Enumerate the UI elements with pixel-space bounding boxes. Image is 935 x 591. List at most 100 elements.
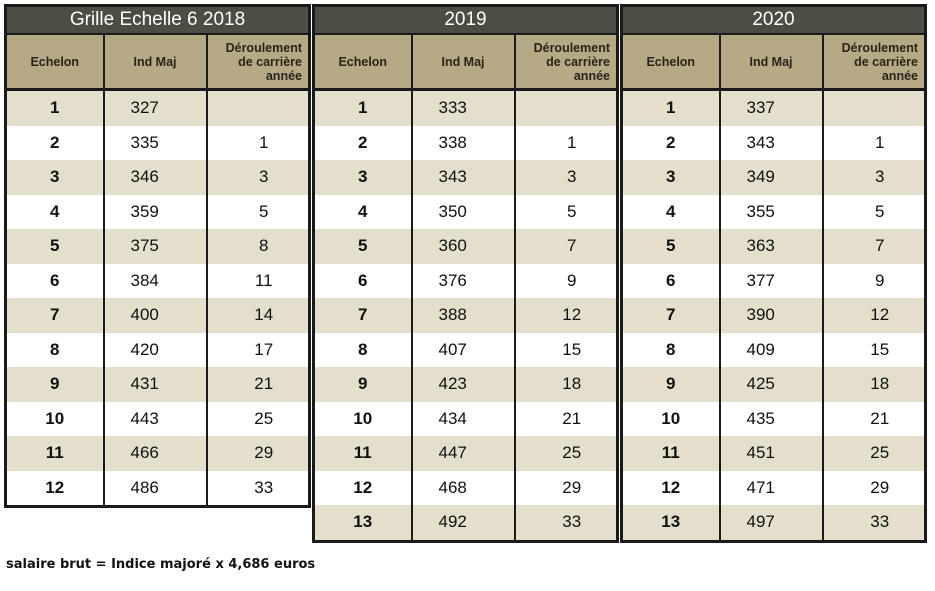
echelon-cell: 1 bbox=[313, 89, 412, 126]
deroulement-cell: 18 bbox=[513, 367, 618, 402]
echelon-cell: 11 bbox=[5, 436, 104, 471]
echelon-cell: 10 bbox=[313, 401, 412, 436]
echelon-cell: 2 bbox=[313, 125, 412, 160]
deroulement-cell: 33 bbox=[513, 505, 618, 541]
table-row: 8 407 15 bbox=[313, 332, 618, 367]
deroulement-cell: 3 bbox=[205, 160, 310, 195]
table-row: 8 409 15 bbox=[621, 332, 926, 367]
echelon-cell: 9 bbox=[313, 367, 412, 402]
table-row: 3 349 3 bbox=[621, 160, 926, 195]
grid-table-2019: 2019 Echelon Ind Maj Déroulement de carr… bbox=[312, 4, 619, 543]
echelon-cell: 9 bbox=[5, 367, 104, 402]
ind-maj-cell: 390 bbox=[718, 298, 823, 333]
table-row: 7 390 12 bbox=[621, 298, 926, 333]
table-row: 1 337 bbox=[621, 89, 926, 126]
echelon-cell: 12 bbox=[313, 470, 412, 505]
deroulement-cell: 3 bbox=[513, 160, 618, 195]
table-row: 11 451 25 bbox=[621, 436, 926, 471]
ind-maj-cell: 451 bbox=[718, 436, 823, 471]
ind-maj-cell: 359 bbox=[102, 194, 207, 229]
table-row: 4 355 5 bbox=[621, 194, 926, 229]
deroulement-cell: 21 bbox=[205, 367, 310, 402]
deroulement-cell: 3 bbox=[821, 160, 926, 195]
ind-maj-cell: 407 bbox=[410, 332, 515, 367]
table-row: 5 375 8 bbox=[5, 229, 310, 264]
deroulement-cell: 7 bbox=[821, 229, 926, 264]
ind-maj-cell: 434 bbox=[410, 401, 515, 436]
table-row: 6 377 9 bbox=[621, 263, 926, 298]
ind-maj-cell: 471 bbox=[718, 470, 823, 505]
deroulement-cell: 1 bbox=[205, 125, 310, 160]
ind-maj-cell: 388 bbox=[410, 298, 515, 333]
table-row: 10 435 21 bbox=[621, 401, 926, 436]
echelon-cell: 11 bbox=[621, 436, 720, 471]
ind-maj-cell: 333 bbox=[410, 89, 515, 126]
deroulement-cell: 29 bbox=[821, 470, 926, 505]
deroulement-cell: 15 bbox=[821, 332, 926, 367]
table-row: 7 388 12 bbox=[313, 298, 618, 333]
echelon-cell: 13 bbox=[313, 505, 412, 541]
table-row: 5 360 7 bbox=[313, 229, 618, 264]
deroulement-cell: 29 bbox=[513, 470, 618, 505]
deroulement-cell: 21 bbox=[821, 401, 926, 436]
deroulement-cell: 25 bbox=[821, 436, 926, 471]
ind-maj-cell: 384 bbox=[102, 263, 207, 298]
deroulement-cell: 18 bbox=[821, 367, 926, 402]
table-row: 6 376 9 bbox=[313, 263, 618, 298]
deroulement-cell: 5 bbox=[821, 194, 926, 229]
echelon-cell: 3 bbox=[313, 160, 412, 195]
ind-maj-cell: 443 bbox=[102, 401, 207, 436]
col-header-deroulement: Déroulement de carrière année bbox=[821, 34, 926, 91]
deroulement-cell: 14 bbox=[205, 298, 310, 333]
table-row: 2 338 1 bbox=[313, 125, 618, 160]
ind-maj-cell: 335 bbox=[102, 125, 207, 160]
echelon-cell: 4 bbox=[313, 194, 412, 229]
deroulement-cell: 29 bbox=[205, 436, 310, 471]
ind-maj-cell: 349 bbox=[718, 160, 823, 195]
deroulement-cell: 9 bbox=[821, 263, 926, 298]
ind-maj-cell: 435 bbox=[718, 401, 823, 436]
ind-maj-cell: 420 bbox=[102, 332, 207, 367]
echelon-cell: 5 bbox=[5, 229, 104, 264]
table-row: 13 497 33 bbox=[621, 505, 926, 541]
ind-maj-cell: 375 bbox=[102, 229, 207, 264]
deroulement-cell: 8 bbox=[205, 229, 310, 264]
deroulement-cell bbox=[513, 89, 618, 126]
echelon-cell: 2 bbox=[621, 125, 720, 160]
ind-maj-cell: 486 bbox=[102, 470, 207, 507]
ind-maj-cell: 377 bbox=[718, 263, 823, 298]
echelon-cell: 8 bbox=[5, 332, 104, 367]
echelon-cell: 7 bbox=[313, 298, 412, 333]
table-row: 1 333 bbox=[313, 89, 618, 126]
echelon-cell: 6 bbox=[313, 263, 412, 298]
table-row: 9 431 21 bbox=[5, 367, 310, 402]
table-row: 1 327 bbox=[5, 89, 310, 126]
ind-maj-cell: 425 bbox=[718, 367, 823, 402]
table-row: 5 363 7 bbox=[621, 229, 926, 264]
ind-maj-cell: 346 bbox=[102, 160, 207, 195]
ind-maj-cell: 355 bbox=[718, 194, 823, 229]
echelon-cell: 10 bbox=[5, 401, 104, 436]
table-title: 2020 bbox=[621, 5, 926, 35]
col-header-echelon: Echelon bbox=[621, 34, 720, 91]
echelon-cell: 3 bbox=[621, 160, 720, 195]
ind-maj-cell: 338 bbox=[410, 125, 515, 160]
ind-maj-cell: 423 bbox=[410, 367, 515, 402]
echelon-cell: 5 bbox=[621, 229, 720, 264]
table-row: 10 443 25 bbox=[5, 401, 310, 436]
ind-maj-cell: 363 bbox=[718, 229, 823, 264]
table-row: 9 425 18 bbox=[621, 367, 926, 402]
col-header-deroulement: Déroulement de carrière année bbox=[513, 34, 618, 91]
table-row: 6 384 11 bbox=[5, 263, 310, 298]
echelon-cell: 3 bbox=[5, 160, 104, 195]
col-header-deroulement: Déroulement de carrière année bbox=[205, 34, 310, 91]
grid-table-2020: 2020 Echelon Ind Maj Déroulement de carr… bbox=[620, 4, 927, 543]
deroulement-cell: 7 bbox=[513, 229, 618, 264]
echelon-cell: 1 bbox=[5, 89, 104, 126]
table-row: 2 343 1 bbox=[621, 125, 926, 160]
ind-maj-cell: 468 bbox=[410, 470, 515, 505]
ind-maj-cell: 343 bbox=[410, 160, 515, 195]
deroulement-cell: 25 bbox=[513, 436, 618, 471]
table-row: 11 447 25 bbox=[313, 436, 618, 471]
echelon-cell: 13 bbox=[621, 505, 720, 541]
